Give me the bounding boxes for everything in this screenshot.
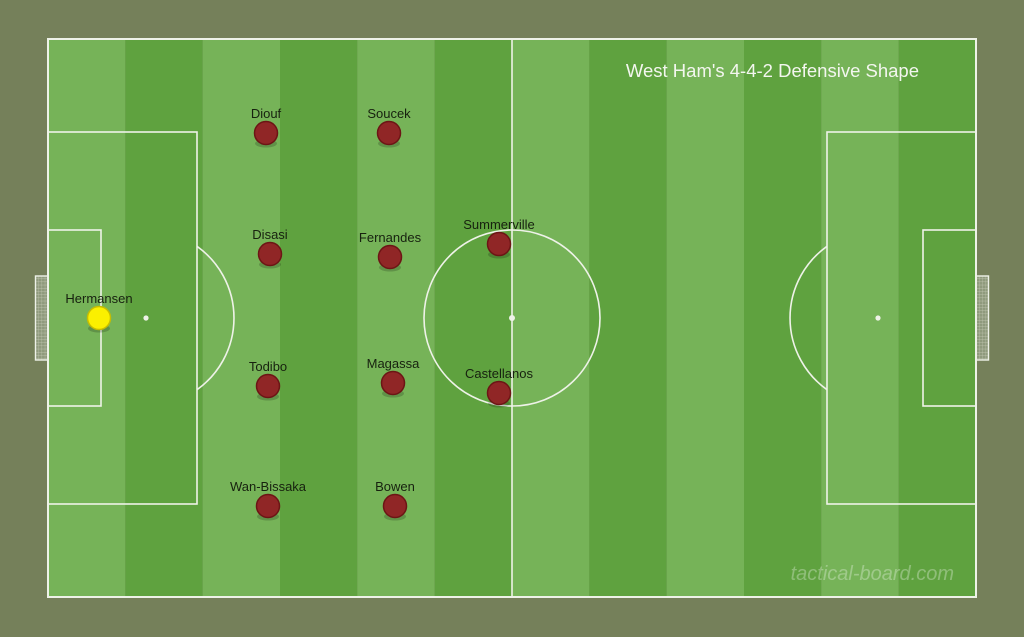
- svg-text:West Ham's 4-4-2 Defensive Sha: West Ham's 4-4-2 Defensive Shape: [626, 60, 919, 81]
- svg-text:tactical-board.com: tactical-board.com: [791, 563, 954, 585]
